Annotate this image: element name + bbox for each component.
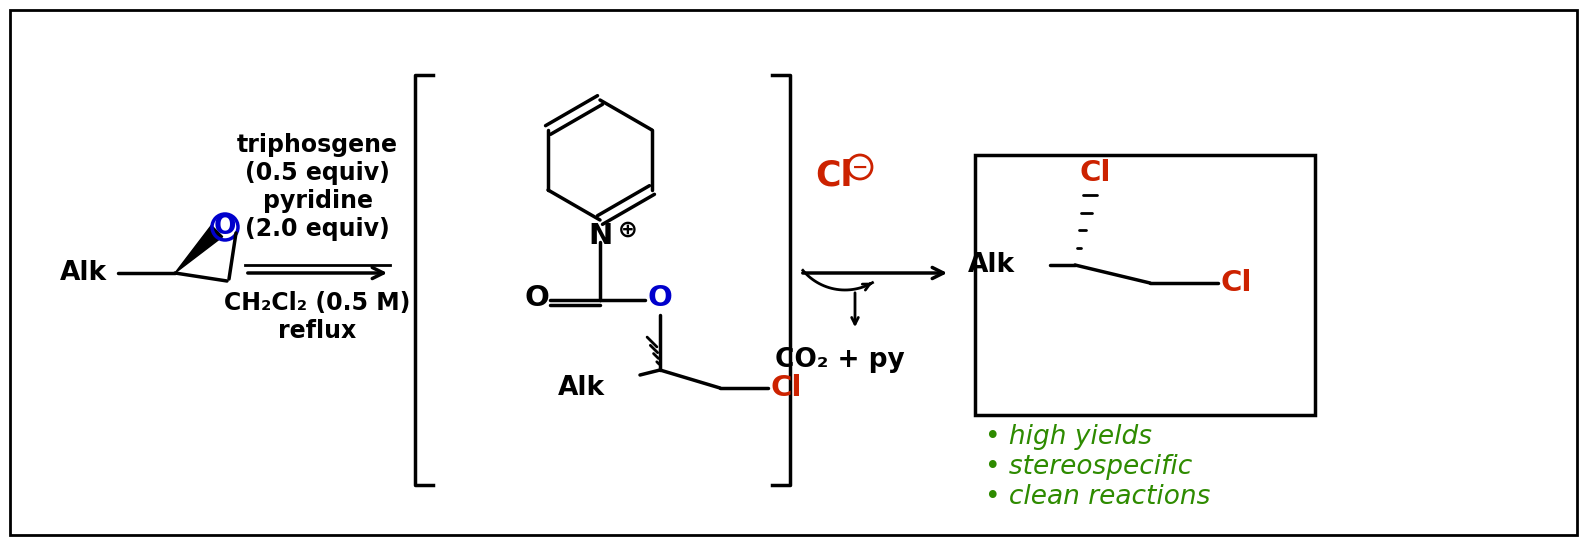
Text: triphosgene: triphosgene [236, 133, 398, 157]
Text: N: N [587, 222, 613, 250]
Text: Alk: Alk [968, 252, 1016, 278]
Text: Cl: Cl [770, 374, 801, 402]
Text: CO₂ + py: CO₂ + py [774, 347, 905, 373]
Text: Cl: Cl [1079, 159, 1111, 187]
Text: • stereospecific: • stereospecific [986, 454, 1192, 480]
Text: (2.0 equiv): (2.0 equiv) [244, 217, 390, 241]
Text: Cl: Cl [1220, 269, 1252, 297]
Text: • high yields: • high yields [986, 424, 1152, 450]
Text: Cl: Cl [816, 158, 852, 192]
Text: Alk: Alk [60, 260, 108, 286]
Text: (0.5 equiv): (0.5 equiv) [244, 161, 390, 185]
Text: • clean reactions: • clean reactions [986, 484, 1211, 510]
Text: O: O [647, 284, 673, 312]
Text: ⊕: ⊕ [617, 218, 638, 242]
Text: O: O [525, 284, 549, 312]
Text: reflux: reflux [278, 319, 357, 343]
Text: pyridine: pyridine [262, 189, 373, 213]
Text: Alk: Alk [559, 375, 605, 401]
Text: −: − [852, 158, 868, 177]
Text: CH₂Cl₂ (0.5 M): CH₂Cl₂ (0.5 M) [224, 291, 411, 315]
Text: O: O [214, 214, 236, 240]
Polygon shape [175, 225, 222, 273]
